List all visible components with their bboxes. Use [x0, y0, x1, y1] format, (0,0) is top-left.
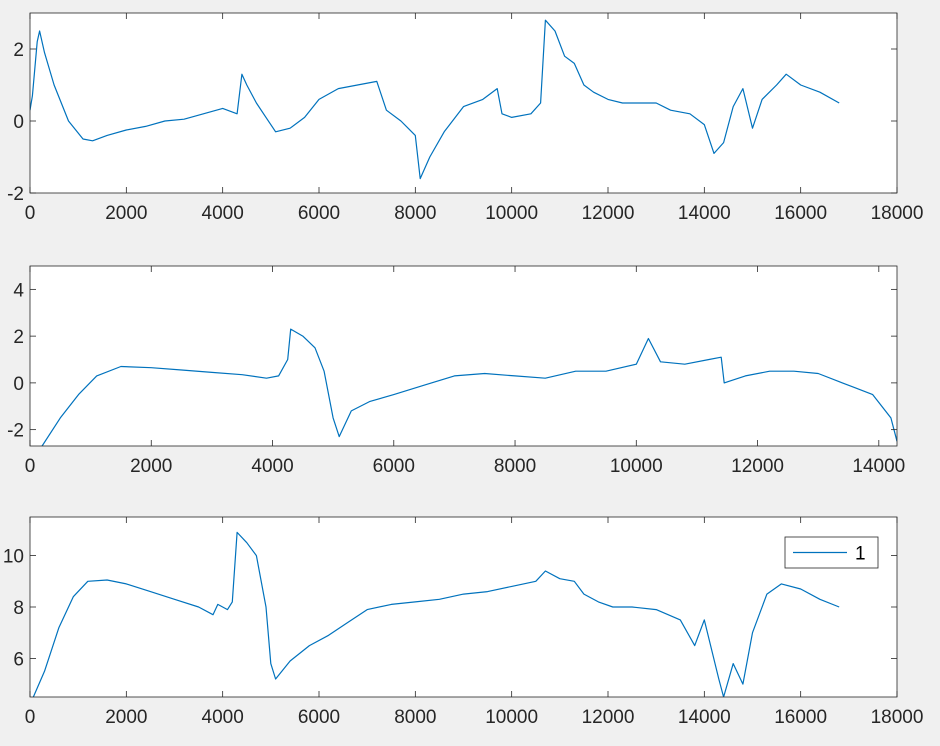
x-tick-label: 10000 — [485, 203, 538, 224]
x-tick-label: 4000 — [202, 203, 244, 224]
x-tick-label: 0 — [25, 707, 36, 728]
x-tick-label: 14000 — [852, 456, 905, 477]
legend: 1 — [784, 536, 879, 569]
x-tick-label: 12000 — [731, 456, 784, 477]
legend-entry-label: 1 — [855, 544, 866, 565]
y-tick-label: 8 — [13, 598, 24, 619]
y-tick-label: 2 — [13, 327, 24, 348]
y-tick-label: -2 — [7, 184, 24, 205]
x-tick-label: 12000 — [582, 707, 635, 728]
y-tick-label: 4 — [13, 280, 24, 301]
axes-frame — [29, 12, 898, 194]
x-tick-label: 16000 — [774, 707, 827, 728]
x-tick-label: 12000 — [582, 203, 635, 224]
x-tick-label: 16000 — [774, 203, 827, 224]
x-tick-label: 10000 — [485, 707, 538, 728]
y-tick-label: 10 — [3, 547, 24, 568]
x-tick-label: 0 — [25, 203, 36, 224]
x-tick-label: 8000 — [394, 203, 436, 224]
x-tick-label: 8000 — [494, 456, 536, 477]
subplot-1: 0 2000 4000 6000 8000 10000 12000 14000 16000 180… — [7, 12, 924, 224]
x-tick-label: 0 — [25, 456, 36, 477]
y-tick-label: -2 — [7, 421, 24, 442]
axes-frame — [29, 265, 898, 447]
x-tick-label: 18000 — [871, 203, 924, 224]
x-tick-label: 2000 — [105, 707, 147, 728]
series-line-1 — [32, 531, 840, 697]
axes-background — [30, 517, 897, 697]
subplot-3: 0 2000 4000 6000 8000 10000 12000 14000 16000 180… — [3, 516, 924, 728]
y-tick-label: 2 — [13, 40, 24, 61]
x-tick-label: 2000 — [105, 203, 147, 224]
x-tick-label: 8000 — [394, 707, 436, 728]
series-line-1 — [30, 19, 840, 180]
y-tick-label: 0 — [13, 112, 24, 133]
x-tick-label: 6000 — [373, 456, 415, 477]
axes-background — [30, 13, 897, 193]
series-line-1 — [40, 328, 897, 446]
x-tick-label: 18000 — [871, 707, 924, 728]
x-tick-label: 4000 — [202, 707, 244, 728]
x-tick-label: 4000 — [251, 456, 293, 477]
y-tick-label: 0 — [13, 374, 24, 395]
x-tick-label: 2000 — [130, 456, 172, 477]
axes-background — [30, 266, 897, 446]
x-tick-label: 10000 — [610, 456, 663, 477]
x-tick-label: 6000 — [298, 707, 340, 728]
x-tick-label: 14000 — [678, 707, 731, 728]
x-tick-label: 14000 — [678, 203, 731, 224]
y-tick-label: 6 — [13, 649, 24, 670]
x-tick-label: 6000 — [298, 203, 340, 224]
